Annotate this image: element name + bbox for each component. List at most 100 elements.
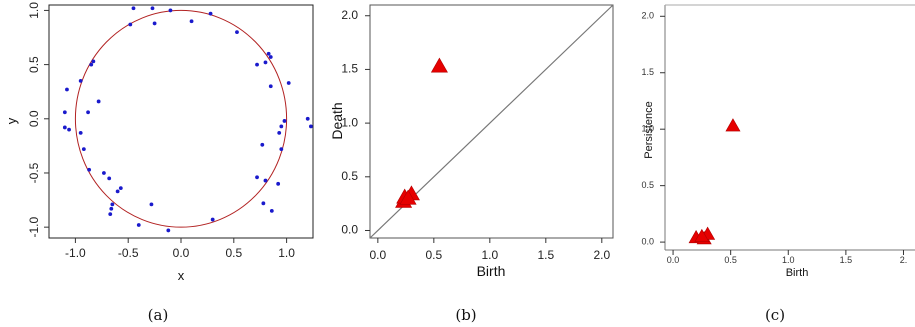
x-tick-label: 0.0 <box>173 246 190 260</box>
data-point <box>78 78 83 83</box>
data-point <box>96 99 101 104</box>
y-tick-label: 1.5 <box>341 62 358 76</box>
fitted-circle <box>74 9 288 228</box>
data-point <box>276 181 281 186</box>
data-point <box>89 62 94 67</box>
x-tick-label: 1.0 <box>782 255 795 265</box>
data-point <box>305 116 310 121</box>
data-point <box>399 189 417 205</box>
data-point <box>279 147 284 152</box>
data-point <box>152 21 157 26</box>
y-tick-label: 0.5 <box>641 180 654 190</box>
x-tick-label: 0.0 <box>369 248 386 262</box>
y-tick-label: -1.0 <box>27 217 41 238</box>
x-tick-label: 1.5 <box>537 248 554 262</box>
data-point <box>235 30 239 34</box>
data-point <box>255 62 259 67</box>
x-axis-label: x <box>178 268 185 283</box>
data-layer <box>688 118 741 245</box>
chart-panel-c: 0.0 0.5 1.0 1.5 2. 0.0 0.5 1.0 1.5 2.0 Birth Persis… <box>641 4 915 324</box>
data-point <box>282 119 287 123</box>
data-point <box>277 130 282 135</box>
data-point <box>108 212 113 217</box>
data-point <box>168 8 173 13</box>
data-point <box>208 11 213 16</box>
data-point <box>263 178 268 183</box>
data-point <box>115 189 120 194</box>
x-tick-label: 1.5 <box>840 255 853 265</box>
y-tick-label: 2.0 <box>341 8 358 22</box>
data-point <box>131 6 136 11</box>
y-tick-label: 1.5 <box>641 67 654 77</box>
data-point <box>81 147 86 152</box>
x-tick-label: 0.5 <box>225 246 242 260</box>
chart-panel-b: 0.0 0.5 1.0 1.5 2.0 0.0 0.5 1.0 1.5 2.0 Birth Death… <box>329 4 614 324</box>
x-tick-label: -1.0 <box>65 246 86 260</box>
data-point <box>269 209 274 213</box>
data-point <box>308 124 313 129</box>
x-tick-label: 0.0 <box>667 255 680 265</box>
x-tick-label: 2.0 <box>593 248 610 262</box>
data-point <box>694 228 710 243</box>
data-point <box>261 201 266 206</box>
y-axis-label: y <box>4 117 19 124</box>
data-point <box>109 206 114 211</box>
chart-panel-a: -1.0 -0.5 0.0 0.5 1.0 -1.0 -0.5 0.0 0.5 1.0 x y (a) <box>4 2 314 324</box>
data-point <box>67 127 71 132</box>
data-layer <box>369 4 614 239</box>
data-point <box>136 223 141 227</box>
data-point <box>268 84 273 89</box>
x-tick-label: 0.5 <box>425 248 442 262</box>
data-point <box>91 59 96 64</box>
data-point <box>266 51 271 56</box>
data-point <box>128 22 133 27</box>
y-axis-label: Death <box>329 102 345 139</box>
data-point <box>286 81 291 85</box>
plot-frame <box>48 4 314 239</box>
plot-frame <box>369 4 614 239</box>
y-tick-label: -0.5 <box>27 162 41 183</box>
x-tick-label: 1.0 <box>278 246 295 260</box>
y-tick-label: 0.0 <box>27 110 41 127</box>
x-axis-label: Birth <box>477 263 506 279</box>
data-point <box>86 110 90 115</box>
y-tick-label: 1.0 <box>641 124 654 134</box>
y-tick-label: 0.5 <box>27 56 41 73</box>
y-tick-label: 1.0 <box>27 2 41 19</box>
data-point <box>210 217 215 222</box>
data-point <box>268 55 273 59</box>
data-point <box>430 57 448 73</box>
data-layer <box>62 6 313 233</box>
y-tick-label: 0.0 <box>341 223 358 237</box>
panel-caption: (a) <box>148 306 169 324</box>
data-point <box>87 167 92 172</box>
panel-caption: (b) <box>455 306 476 324</box>
x-tick-label: 0.5 <box>724 255 737 265</box>
data-point <box>150 6 155 11</box>
data-point <box>263 60 268 65</box>
y-axis-label: Persistence <box>643 101 655 158</box>
data-point <box>189 19 194 24</box>
y-tick-label: 2.0 <box>641 11 654 21</box>
data-point <box>102 171 106 175</box>
y-tick-label: 0.5 <box>341 169 358 183</box>
x-tick-label: 2. <box>900 255 908 265</box>
data-point <box>110 202 115 207</box>
data-point <box>65 87 69 92</box>
data-point <box>118 186 123 191</box>
data-point <box>149 202 154 207</box>
x-tick-label: -0.5 <box>118 246 139 260</box>
data-point <box>255 175 259 180</box>
data-point <box>725 118 741 132</box>
data-point <box>107 176 112 181</box>
data-point <box>62 125 67 130</box>
data-point <box>62 110 67 115</box>
y-tick-label: 0.0 <box>641 236 654 246</box>
data-point <box>78 130 83 135</box>
data-point <box>166 228 171 233</box>
y-tick-label: 1.0 <box>341 115 358 129</box>
panel-caption: (c) <box>765 306 785 324</box>
x-tick-label: 1.0 <box>481 248 498 262</box>
x-axis-label: Birth <box>786 267 809 279</box>
